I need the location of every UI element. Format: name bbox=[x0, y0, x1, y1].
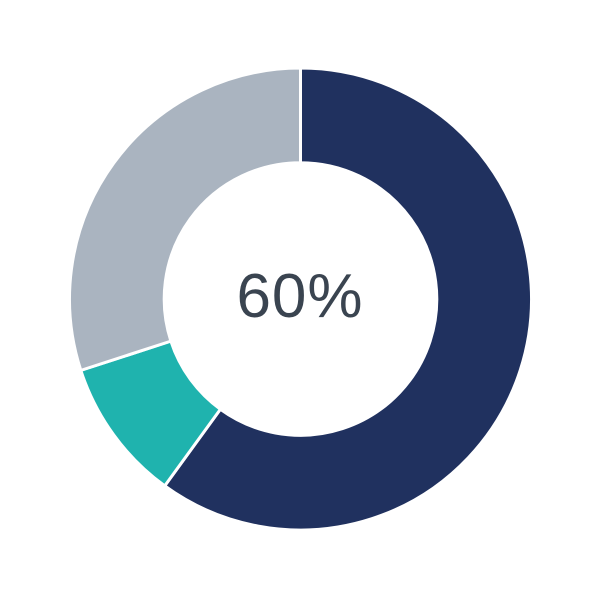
donut-segment-1 bbox=[163, 66, 533, 532]
donut-segment-3 bbox=[68, 66, 302, 372]
